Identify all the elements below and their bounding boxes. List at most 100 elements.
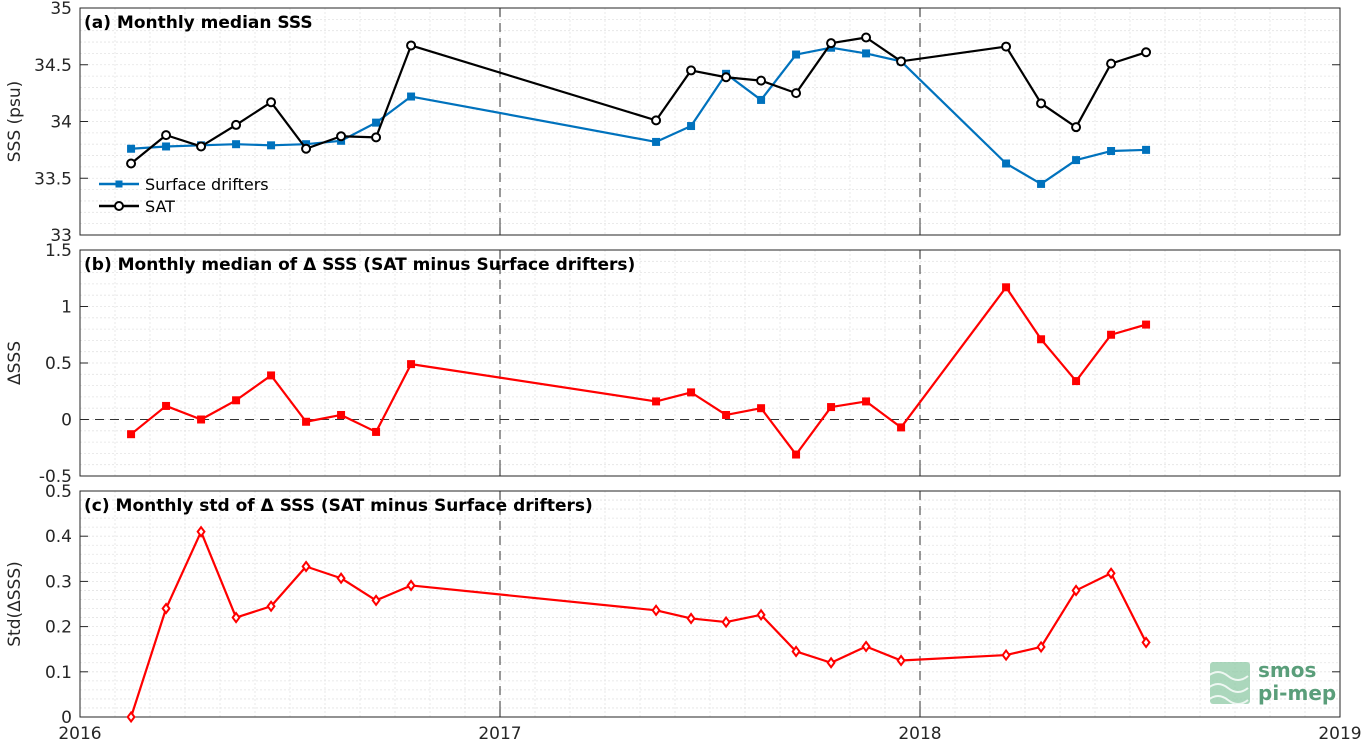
data-point xyxy=(1141,47,1152,58)
data-point xyxy=(1036,640,1046,654)
data-point xyxy=(1001,41,1012,52)
y-axis-label: ΔSSS xyxy=(5,341,25,385)
data-point xyxy=(757,95,766,104)
data-point xyxy=(1071,584,1081,597)
data-point xyxy=(336,131,347,142)
y-tick-label: -0.5 xyxy=(39,467,72,487)
data-point xyxy=(1001,648,1011,662)
data-point xyxy=(652,137,661,146)
data-point xyxy=(1002,159,1011,168)
y-tick-label: 0 xyxy=(61,708,72,728)
data-point xyxy=(372,427,381,436)
data-point xyxy=(792,50,801,59)
smos-pi-mep-logo: smos pi-mep xyxy=(1207,658,1336,705)
data-point xyxy=(407,360,416,369)
data-point xyxy=(407,92,416,101)
data-point xyxy=(372,118,381,127)
data-point xyxy=(791,645,801,658)
data-point xyxy=(686,65,697,76)
data-point xyxy=(687,122,696,131)
data-point xyxy=(862,49,871,58)
x-tick-label: 2017 xyxy=(478,724,521,744)
data-point xyxy=(896,654,906,667)
legend-label-surface-drifters: Surface drifters xyxy=(145,175,269,194)
y-tick-label: 0.5 xyxy=(45,482,72,502)
data-point xyxy=(301,143,312,154)
y-tick-label: 33 xyxy=(50,226,72,246)
data-point xyxy=(301,560,311,573)
series-line xyxy=(130,286,1147,456)
x-tick-label: 2019 xyxy=(1318,724,1361,744)
data-point xyxy=(266,97,277,108)
data-point xyxy=(827,403,836,412)
data-point xyxy=(721,615,731,629)
data-point xyxy=(826,656,836,669)
y-tick-label: 34.5 xyxy=(34,56,72,76)
y-tick-label: 35 xyxy=(50,0,72,19)
data-point xyxy=(792,450,801,459)
y-axis-label: Std(ΔSSS) xyxy=(5,561,25,647)
data-point xyxy=(406,40,417,51)
data-point xyxy=(756,75,767,86)
panel-c-std-delta-sss: 0 0.1 0.2 0.3 0.4 0.5 2016 2017 2018 2019 Std(ΔSSS… xyxy=(5,482,1362,744)
data-point xyxy=(897,423,906,432)
y-tick-label: 0.3 xyxy=(45,572,72,592)
data-point xyxy=(371,132,382,143)
y-tick-label: 33.5 xyxy=(34,169,72,189)
data-point xyxy=(861,640,871,653)
series-line xyxy=(130,530,1148,718)
data-point xyxy=(652,397,661,406)
data-point xyxy=(406,579,416,592)
data-point xyxy=(1107,330,1116,339)
data-point xyxy=(721,72,732,83)
data-point xyxy=(127,430,136,439)
data-point xyxy=(197,415,206,424)
data-point xyxy=(1037,179,1046,188)
data-point xyxy=(686,612,696,625)
data-point xyxy=(161,602,171,615)
data-point xyxy=(791,88,802,99)
data-point xyxy=(896,56,907,67)
panel-a-sss: 33 33.5 34 34.5 35 SSS (psu) (a) Monthly media… xyxy=(5,0,1341,246)
y-tick-label: 0.4 xyxy=(45,527,72,547)
y-tick-label: 0 xyxy=(61,411,72,431)
data-point xyxy=(1071,122,1082,133)
data-point xyxy=(127,144,136,153)
legend-marker-sat xyxy=(114,201,124,211)
data-point xyxy=(1142,320,1151,329)
data-point xyxy=(1142,145,1151,154)
data-point xyxy=(126,158,137,169)
panel-title: (b) Monthly median of Δ SSS (SAT minus S… xyxy=(84,255,635,275)
data-point xyxy=(1036,98,1047,109)
y-tick-label: 0.5 xyxy=(45,354,72,374)
data-point xyxy=(232,396,241,405)
panel-b-delta-sss: -0.5 0 0.5 1 1.5 ΔSSS (b) Monthly median of Δ … xyxy=(5,241,1341,487)
data-point xyxy=(1072,377,1081,386)
legend: Surface drifters SAT xyxy=(99,175,269,216)
data-point xyxy=(196,141,207,152)
x-tick-label: 2016 xyxy=(58,724,101,744)
data-point xyxy=(862,397,871,406)
data-point xyxy=(722,410,731,419)
y-tick-label: 1 xyxy=(61,298,72,318)
data-point xyxy=(1037,335,1046,344)
data-point xyxy=(371,594,381,607)
data-point xyxy=(337,410,346,419)
data-point xyxy=(756,608,766,622)
data-point xyxy=(1106,567,1116,580)
panel-title: (c) Monthly std of Δ SSS (SAT minus Surf… xyxy=(84,496,593,516)
data-point xyxy=(196,525,206,538)
logo-wave-lines xyxy=(1207,671,1249,705)
data-point xyxy=(302,417,311,426)
y-tick-label: 0.2 xyxy=(45,618,72,638)
data-point xyxy=(336,572,346,585)
axes-box xyxy=(79,490,1341,718)
y-tick-label: 1.5 xyxy=(45,241,72,261)
data-point xyxy=(232,140,241,149)
data-point xyxy=(162,142,171,151)
data-point xyxy=(1106,58,1117,69)
data-point xyxy=(231,119,242,130)
data-point xyxy=(1107,147,1116,156)
data-point xyxy=(757,404,766,413)
